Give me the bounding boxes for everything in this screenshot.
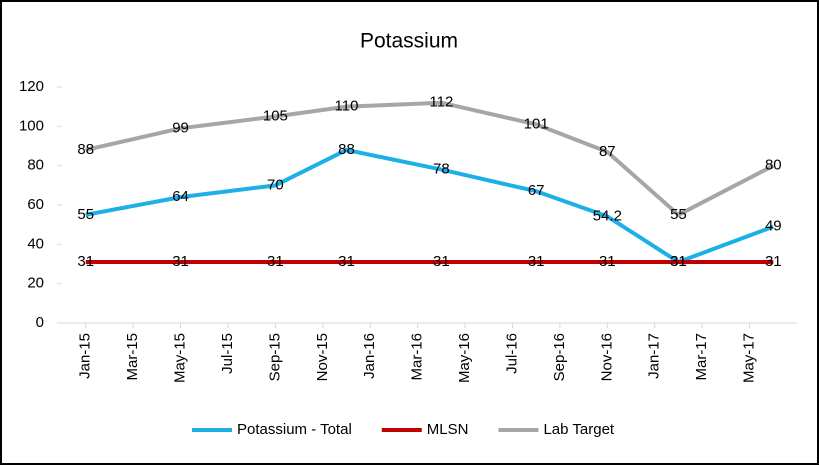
y-tick-label: 60 [27, 196, 44, 213]
y-tick-label: 0 [36, 314, 44, 331]
y-tick-label: 20 [27, 275, 44, 292]
data-label: 112 [429, 94, 453, 111]
data-label: 31 [338, 253, 355, 270]
y-tick-label: 40 [27, 235, 44, 252]
x-tick-label: Jan-15 [77, 333, 94, 379]
data-label: 70 [267, 176, 284, 193]
data-label: 31 [599, 253, 616, 270]
y-tick-label: 100 [19, 117, 44, 134]
x-tick-label: Nov-16 [598, 333, 615, 381]
y-tick-label: 120 [19, 78, 44, 95]
x-tick-label: Jan-16 [361, 333, 378, 379]
data-label: 31 [528, 253, 545, 270]
data-label: 64 [172, 188, 189, 205]
data-label: 67 [528, 182, 545, 199]
data-label: 31 [77, 253, 94, 270]
data-label: 54.2 [593, 207, 622, 224]
legend-label: Potassium - Total [237, 421, 352, 438]
x-tick-label: Jul-15 [219, 333, 236, 374]
data-label: 78 [433, 161, 450, 178]
legend-label: Lab Target [543, 421, 614, 438]
series-line [85, 100, 775, 217]
data-label: 105 [263, 107, 288, 124]
chart-title: Potassium [360, 30, 458, 53]
data-label: 31 [433, 253, 450, 270]
data-label: 31 [172, 253, 189, 270]
x-tick-label: Mar-17 [693, 333, 710, 381]
x-tick-label: Sep-16 [551, 333, 568, 381]
data-label: 101 [524, 115, 549, 132]
data-label: 55 [670, 206, 687, 223]
x-tick-label: May-16 [456, 333, 473, 383]
data-label: 31 [670, 253, 687, 270]
data-label: 99 [172, 119, 189, 136]
x-tick-label: Mar-16 [409, 333, 426, 381]
x-tick-label: Jul-16 [503, 333, 520, 374]
series-line [85, 147, 774, 265]
x-tick-label: Mar-15 [124, 333, 141, 381]
data-label: 88 [77, 141, 94, 158]
x-tick-label: Nov-15 [314, 333, 331, 381]
data-label: 80 [765, 157, 782, 174]
data-label: 110 [335, 98, 359, 115]
x-tick-label: Sep-15 [266, 333, 283, 381]
data-label: 87 [599, 143, 616, 160]
data-label: 31 [267, 253, 284, 270]
x-tick-label: May-15 [172, 333, 189, 383]
data-label: 31 [670, 253, 687, 270]
data-label: 31 [765, 253, 782, 270]
legend-label: MLSN [427, 421, 469, 438]
x-tick-label: Jan-17 [646, 333, 663, 379]
x-tick-label: May-17 [741, 333, 758, 383]
data-label: 55 [77, 206, 94, 223]
y-tick-label: 80 [27, 157, 44, 174]
data-label: 88 [338, 141, 355, 158]
data-label: 49 [765, 218, 782, 235]
